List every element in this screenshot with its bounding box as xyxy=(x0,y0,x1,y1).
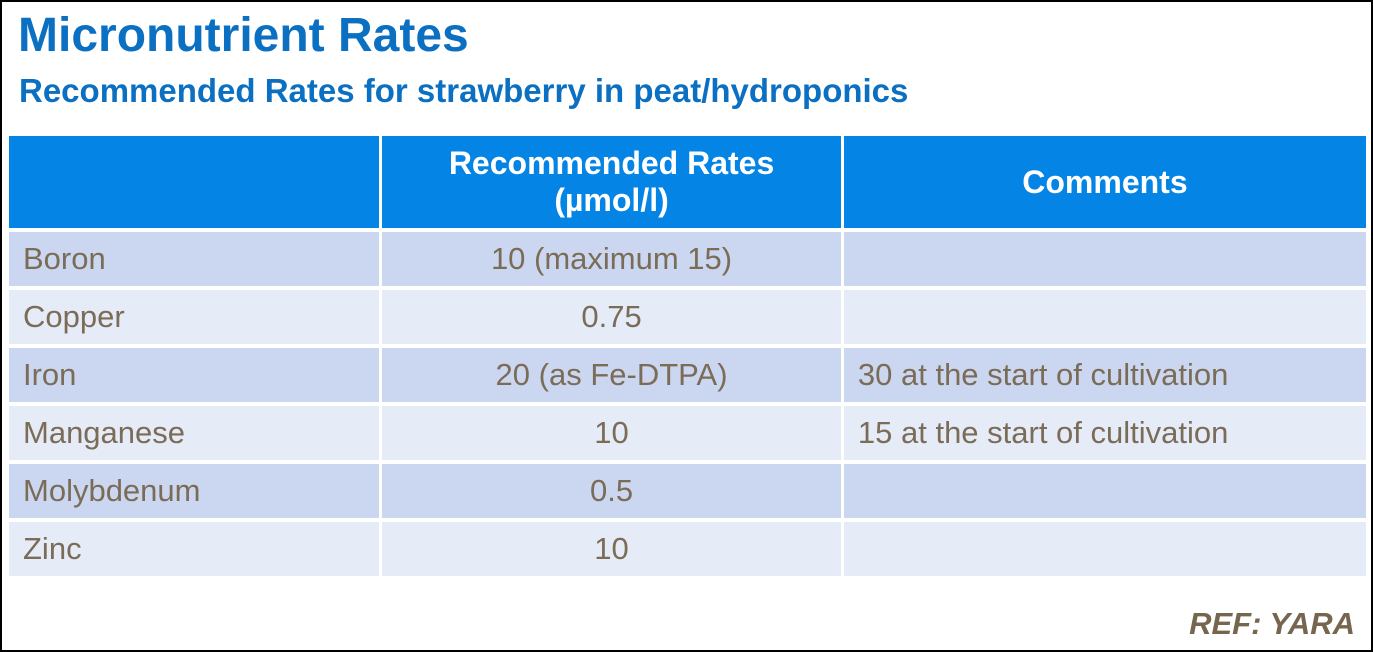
rate-cell: 10 xyxy=(382,522,841,576)
page-subtitle: Recommended Rates for strawberry in peat… xyxy=(19,72,909,109)
element-cell: Molybdenum xyxy=(9,464,380,518)
element-cell: Zinc xyxy=(9,522,380,576)
element-cell: Manganese xyxy=(9,406,380,460)
rate-cell: 0.75 xyxy=(382,290,841,344)
rate-cell: 10 (maximum 15) xyxy=(382,232,841,286)
page-title: Micronutrient Rates xyxy=(18,9,469,62)
comment-cell: 30 at the start of cultivation xyxy=(843,348,1366,402)
rate-cell: 20 (as Fe-DTPA) xyxy=(382,348,841,402)
element-cell: Boron xyxy=(9,232,380,286)
table-row: Manganese 10 15 at the start of cultivat… xyxy=(9,406,1366,460)
element-cell: Iron xyxy=(9,348,380,402)
rate-cell: 10 xyxy=(382,406,841,460)
table-row: Boron 10 (maximum 15) xyxy=(9,232,1366,286)
element-cell: Copper xyxy=(9,290,380,344)
comment-cell xyxy=(843,464,1366,518)
comment-cell: 15 at the start of cultivation xyxy=(843,406,1366,460)
micronutrient-rates-table: Recommended Rates (µmol/l) Comments Boro… xyxy=(6,132,1369,580)
table-row: Iron 20 (as Fe-DTPA) 30 at the start of … xyxy=(9,348,1366,402)
header-recommended-rates: Recommended Rates (µmol/l) xyxy=(382,136,841,228)
table-row: Molybdenum 0.5 xyxy=(9,464,1366,518)
comment-cell xyxy=(843,232,1366,286)
header-comments: Comments xyxy=(843,136,1366,228)
table-row: Copper 0.75 xyxy=(9,290,1366,344)
table-row: Zinc 10 xyxy=(9,522,1366,576)
comment-cell xyxy=(843,522,1366,576)
reference-label: REF: YARA xyxy=(1189,606,1355,641)
rate-cell: 0.5 xyxy=(382,464,841,518)
header-element xyxy=(9,136,380,228)
table-header-row: Recommended Rates (µmol/l) Comments xyxy=(9,136,1366,228)
comment-cell xyxy=(843,290,1366,344)
